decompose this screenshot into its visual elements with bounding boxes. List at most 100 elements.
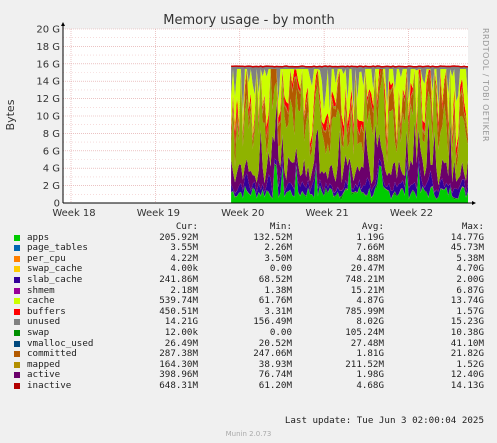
legend-item-page-tables: page_tables 3.55M 2.26M 7.66M 45.73M <box>0 243 497 254</box>
series-area-cache <box>231 69 468 148</box>
legend-max: 41.10M <box>450 337 484 349</box>
legend-item-committed: committed 287.38M 247.06M 1.81G 21.82G <box>0 349 497 360</box>
legend-min: 247.06M <box>253 348 292 360</box>
col-cur: Cur: <box>175 221 198 232</box>
legend-avg: 105.24M <box>345 326 384 338</box>
legend-cur: 12.00k <box>164 326 198 338</box>
legend-label: mapped <box>27 358 61 370</box>
legend-label: swap_cache <box>27 263 83 275</box>
y-axis-arrow <box>61 22 65 26</box>
legend-item-swap: swap 12.00k 0.00 105.24M 10.38G <box>0 326 497 339</box>
legend-min: 2.26M <box>264 242 292 254</box>
legend-cur: 2.18M <box>170 284 198 296</box>
series-area-active <box>231 100 468 197</box>
legend-avg: 20.47M <box>350 263 384 275</box>
legend-item-slab-cache: slab_cache 241.86M 68.52M 748.21M 2.00G <box>0 273 497 286</box>
legend-cur: 539.74M <box>159 295 198 307</box>
legend-label: unused <box>27 316 61 328</box>
legend-label: inactive <box>27 379 72 391</box>
legend-min: 3.50M <box>264 252 292 264</box>
legend-swatch <box>14 372 20 379</box>
legend-min: 68.52M <box>258 273 292 285</box>
munin-version: Munin 2.0.73 <box>225 430 272 438</box>
legend-cur: 450.51M <box>159 305 198 317</box>
legend-avg: 7.66M <box>356 242 384 254</box>
legend-avg: 4.88M <box>356 252 384 264</box>
legend-max: 2.00G <box>456 273 484 285</box>
y-tick-label: 14 G <box>36 77 60 88</box>
col-avg: Avg: <box>361 221 384 232</box>
legend-swatch <box>14 351 20 358</box>
legend-item-cache: cache 539.74M 61.76M 4.87G 13.74G <box>0 296 497 307</box>
series-area-apps <box>231 166 468 203</box>
legend-max: 10.38G <box>450 326 484 338</box>
y-tick-label: 10 G <box>36 112 60 123</box>
legend-min: 0.00 <box>269 263 292 275</box>
col-min: Min: <box>269 221 292 232</box>
series-area-unused <box>231 66 468 114</box>
x-tick-label: Week 22 <box>390 208 433 219</box>
col-max: Max: <box>461 221 484 232</box>
legend-min: 38.93M <box>258 358 292 370</box>
legend-label: per_cpu <box>27 252 66 264</box>
legend-min: 132.52M <box>253 231 292 243</box>
x-tick-label: Week 18 <box>52 208 95 219</box>
legend-item-unused: unused 14.21G 156.49M 8.02G 15.23G <box>0 317 497 328</box>
legend-cur: 648.31M <box>159 379 198 391</box>
legend-max: 1.57G <box>456 305 484 317</box>
legend-cur: 241.86M <box>159 273 198 285</box>
legend-swatch <box>14 298 20 305</box>
legend-item-buffers: buffers 450.51M 3.31M 785.99M 1.57G <box>0 305 497 318</box>
legend-swatch <box>14 245 20 252</box>
legend-item-active: active 398.96M 76.74M 1.98G 12.40G <box>0 370 497 381</box>
plot-area: 0 2 G 4 G 6 G 8 G 10 G 12 G 14 G 16 G 18 G 20 G Wee… <box>36 22 476 219</box>
legend-swatch <box>14 329 20 336</box>
legend-label: committed <box>27 348 77 360</box>
legend-swatch <box>14 382 20 389</box>
legend-swatch <box>14 361 20 368</box>
legend-label: page_tables <box>27 242 88 254</box>
legend-swatch <box>14 308 20 315</box>
legend-cur: 398.96M <box>159 369 198 381</box>
legend-swatch <box>14 276 20 283</box>
legend-avg: 748.21M <box>345 273 384 285</box>
legend-max: 14.13G <box>450 379 484 391</box>
legend-cur: 4.22M <box>170 252 198 264</box>
legend-cur: 14.21G <box>164 316 198 328</box>
series-area-inactive <box>231 69 468 186</box>
chart-title: Memory usage - by month <box>163 13 334 28</box>
y-tick-label: 20 G <box>36 25 60 36</box>
legend-cur: 205.92M <box>159 231 198 243</box>
legend-cur: 4.00k <box>170 263 198 275</box>
legend-item-per-cpu: per_cpu 4.22M 3.50M 4.88M 5.38M <box>0 252 497 265</box>
series-edge-line <box>231 65 469 68</box>
legend-max: 13.74G <box>450 295 484 307</box>
legend-cur: 3.55M <box>170 242 198 254</box>
legend-table: Cur: Min: Avg: Max: apps 205.92M 132.52M 1.… <box>0 221 497 392</box>
legend-item-vmalloc-used: vmalloc_used 26.49M 20.52M 27.48M 41.10M <box>0 337 497 350</box>
legend-min: 61.76M <box>258 295 292 307</box>
legend-item-inactive: inactive 648.31M 61.20M 4.68G 14.13G <box>0 379 497 392</box>
legend-max: 4.70G <box>456 263 484 275</box>
legend-min: 76.74M <box>258 369 292 381</box>
rrdtool-credit: RRDTOOL / TOBI OETIKER <box>481 28 490 142</box>
legend-avg: 1.81G <box>356 348 384 360</box>
legend-max: 5.38M <box>456 252 484 264</box>
legend-max: 12.40G <box>450 369 484 381</box>
legend-label: vmalloc_used <box>27 337 94 349</box>
legend-item-swap-cache: swap_cache 4.00k 0.00 20.47M 4.70G <box>0 264 497 275</box>
legend-swatch <box>14 287 20 294</box>
legend-label: shmem <box>27 284 55 296</box>
y-tick-label: 18 G <box>36 42 60 53</box>
legend-label: buffers <box>27 305 66 317</box>
x-tick-label: Week 21 <box>305 208 348 219</box>
legend-item-mapped: mapped 164.30M 38.93M 211.52M 1.52G <box>0 358 497 371</box>
legend-min: 1.38M <box>264 284 292 296</box>
legend-label: apps <box>27 231 50 243</box>
legend-item-apps: apps 205.92M 132.52M 1.19G 14.77G <box>0 231 497 244</box>
legend-label: swap <box>27 326 50 338</box>
legend-min: 156.49M <box>253 316 292 328</box>
legend-avg: 27.48M <box>350 337 384 349</box>
legend-cur: 26.49M <box>164 337 198 349</box>
x-tick-label: Week 20 <box>221 208 264 219</box>
